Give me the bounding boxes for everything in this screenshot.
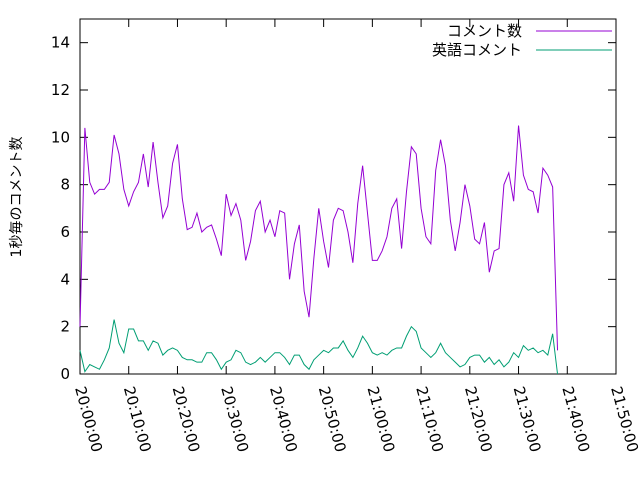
x-tick-label: 21:00:00 — [363, 384, 398, 454]
legend-label: 英語コメント — [432, 41, 522, 59]
x-axis: 20:00:00 20:10:00 20:20:00 20:30:00 20:40:00… — [71, 19, 640, 454]
y-tick-label: 14 — [51, 34, 70, 52]
y-tick-label: 4 — [60, 270, 70, 288]
y-tick-label: 6 — [60, 223, 70, 241]
y-tick-label: 12 — [51, 81, 70, 99]
x-tick-label: 20:30:00 — [217, 384, 252, 454]
legend-label: コメント数 — [447, 22, 522, 40]
x-tick-label: 21:50:00 — [607, 384, 640, 454]
series-line-0 — [79, 125, 559, 351]
x-tick-label: 20:10:00 — [120, 384, 155, 454]
x-tick-label: 20:20:00 — [169, 384, 204, 454]
series-layer — [79, 125, 559, 375]
y-tick-label: 2 — [60, 318, 70, 336]
x-tick-label: 21:10:00 — [412, 384, 447, 454]
y-tick-label: 10 — [51, 128, 70, 146]
x-tick-label: 21:30:00 — [510, 384, 545, 454]
x-tick-label: 21:20:00 — [461, 384, 496, 454]
y-axis-title: 1秒毎のコメント数 — [9, 137, 25, 258]
series-line-1 — [79, 319, 559, 375]
x-tick-label: 20:00:00 — [71, 384, 106, 454]
y-tick-label: 8 — [60, 176, 70, 194]
x-tick-label: 21:40:00 — [558, 384, 593, 454]
y-axis: 0 2 4 6 8 10 12 14 — [51, 34, 616, 383]
plot-frame — [79, 18, 617, 375]
y-tick-label: 0 — [60, 365, 70, 383]
x-tick-label: 20:40:00 — [266, 384, 301, 454]
x-tick-label: 20:50:00 — [315, 384, 350, 454]
